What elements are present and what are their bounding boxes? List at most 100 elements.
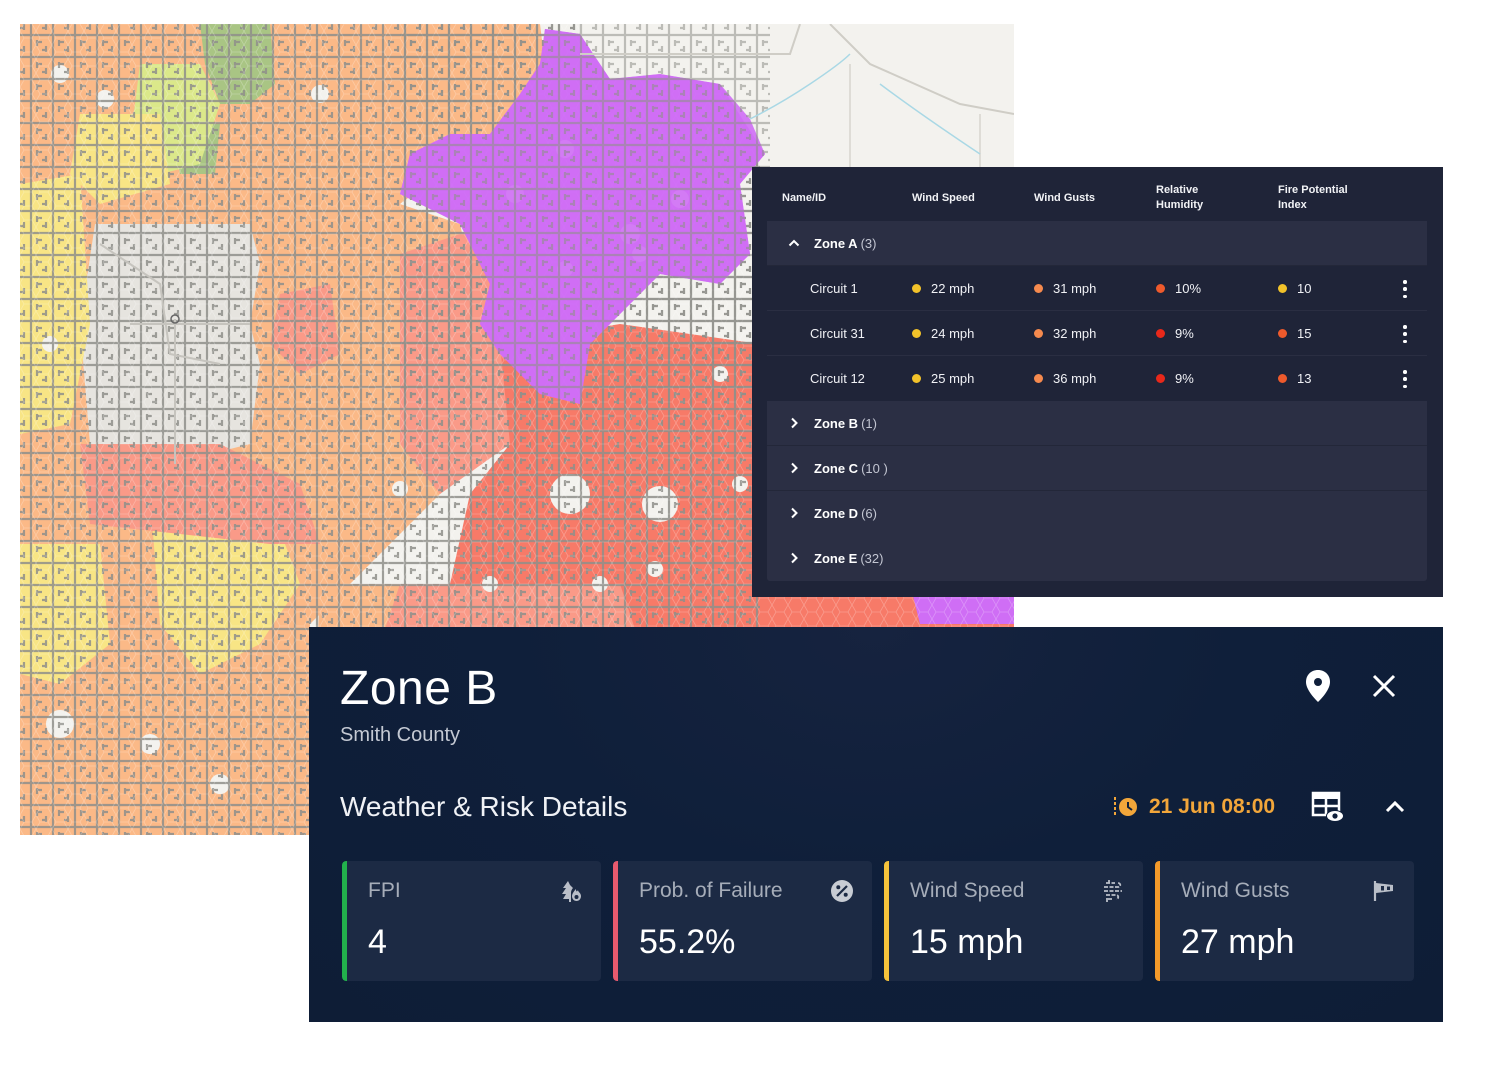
status-dot xyxy=(1034,284,1043,293)
humidity-value: 9% xyxy=(1175,371,1194,386)
zone-name: Zone E (32) xyxy=(814,551,883,566)
status-dot xyxy=(1156,284,1165,293)
fpi-cell: 10 xyxy=(1278,281,1311,296)
status-dot xyxy=(912,329,921,338)
table-row[interactable]: Circuit 1 22 mph 31 mph 10% 10 xyxy=(767,266,1427,311)
zone-group-row[interactable]: Zone C (10 ) xyxy=(767,446,1427,491)
forecast-clock-icon xyxy=(1114,797,1137,817)
column-header-relative-humidity[interactable]: Relative Humidity xyxy=(1156,183,1203,213)
metric-card-wind-gusts[interactable]: Wind Gusts 27 mph xyxy=(1155,861,1414,981)
zone-count: (3) xyxy=(860,236,877,251)
wind-gusts-value: 32 mph xyxy=(1053,326,1097,341)
card-accent xyxy=(1155,861,1160,981)
zone-name: Zone D (6) xyxy=(814,506,877,521)
wind-gusts-cell: 32 mph xyxy=(1034,326,1096,341)
zone-count: (1) xyxy=(861,416,877,431)
card-label: Wind Gusts xyxy=(1181,879,1290,902)
zone-label: Zone D xyxy=(814,506,859,521)
wind-speed-value: 25 mph xyxy=(931,371,975,386)
more-options-icon[interactable] xyxy=(1395,325,1415,343)
status-dot xyxy=(1034,329,1043,338)
card-accent xyxy=(613,861,618,981)
status-dot xyxy=(1278,329,1287,338)
zone-label: Zone A xyxy=(814,236,858,251)
close-icon[interactable] xyxy=(1371,673,1397,699)
card-label: FPI xyxy=(368,879,401,902)
table-row[interactable]: Circuit 31 24 mph 32 mph 9% 15 xyxy=(767,311,1427,356)
zone-name: Zone A (3) xyxy=(814,236,876,251)
column-header-name[interactable]: Name/ID xyxy=(782,192,827,204)
humidity-value: 10% xyxy=(1175,281,1202,296)
zone-label: Zone C xyxy=(814,461,859,476)
section-title: Weather & Risk Details xyxy=(340,791,628,822)
zone-label: Zone E xyxy=(814,551,858,566)
zone-subtitle: Smith County xyxy=(340,724,461,746)
table-body: Zone A (3) Circuit 1 22 mph 31 mph 10% 10… xyxy=(767,221,1427,581)
wind-gusts-cell: 36 mph xyxy=(1034,371,1096,386)
card-accent xyxy=(342,861,347,981)
windsock-icon xyxy=(1373,881,1393,901)
card-label: Wind Speed xyxy=(910,879,1025,902)
zone-group-row[interactable]: Zone D (6) xyxy=(767,491,1427,536)
column-header-fire-potential-index[interactable]: Fire Potential Index xyxy=(1278,183,1348,213)
table-eye-icon[interactable] xyxy=(1311,791,1345,823)
chevron-right-icon[interactable] xyxy=(787,506,801,520)
status-dot xyxy=(1278,284,1287,293)
zone-label: Zone B xyxy=(814,416,859,431)
chevron-right-icon[interactable] xyxy=(787,416,801,430)
fpi-cell: 13 xyxy=(1278,371,1311,386)
zone-group-row[interactable]: Zone B (1) xyxy=(767,401,1427,446)
chevron-up-icon[interactable] xyxy=(1383,797,1407,817)
metric-card-probability-of-failure[interactable]: Prob. of Failure 55.2% xyxy=(613,861,872,981)
circuit-name: Circuit 1 xyxy=(810,281,858,296)
column-header-wind-gusts[interactable]: Wind Gusts xyxy=(1034,192,1096,204)
card-value: 55.2% xyxy=(639,923,736,961)
zone-title: Zone B xyxy=(340,662,498,715)
wind-speed-cell: 24 mph xyxy=(912,326,974,341)
card-value: 15 mph xyxy=(910,923,1024,961)
wind-speed-cell: 22 mph xyxy=(912,281,974,296)
zone-name: Zone C (10 ) xyxy=(814,461,888,476)
zone-group-row[interactable]: Zone E (32) xyxy=(767,536,1427,581)
wind-gusts-value: 31 mph xyxy=(1053,281,1097,296)
humidity-value: 9% xyxy=(1175,326,1194,341)
chevron-right-icon[interactable] xyxy=(787,461,801,475)
chevron-right-icon[interactable] xyxy=(787,551,801,565)
zone-count: (6) xyxy=(861,506,877,521)
wind-icon xyxy=(1104,880,1122,902)
wind-speed-value: 22 mph xyxy=(931,281,975,296)
chevron-up-icon[interactable] xyxy=(787,236,801,250)
circuit-weather-table: Name/ID Wind Speed Wind Gusts Relative H… xyxy=(752,167,1443,597)
tree-fire-icon xyxy=(562,881,581,902)
forecast-timestamp[interactable]: 21 Jun 08:00 xyxy=(1113,795,1275,819)
zone-group-row[interactable]: Zone A (3) xyxy=(767,221,1427,266)
zone-count: (10 ) xyxy=(861,461,888,476)
humidity-cell: 9% xyxy=(1156,326,1194,341)
metric-card-wind-speed[interactable]: Wind Speed 15 mph xyxy=(884,861,1143,981)
column-header-label: Index xyxy=(1278,199,1307,211)
metric-cards: FPI 4 Prob. of Failure 55.2% Wind Speed xyxy=(342,861,1415,981)
column-header-label: Fire Potential xyxy=(1278,184,1348,196)
more-options-icon[interactable] xyxy=(1395,280,1415,298)
card-accent xyxy=(884,861,889,981)
card-value: 27 mph xyxy=(1181,923,1295,961)
fpi-value: 13 xyxy=(1297,371,1312,386)
map-pin-icon[interactable] xyxy=(1304,669,1332,703)
card-value: 4 xyxy=(368,923,387,961)
column-header-wind-speed[interactable]: Wind Speed xyxy=(912,192,975,204)
table-row[interactable]: Circuit 12 25 mph 36 mph 9% 13 xyxy=(767,356,1427,401)
more-options-icon[interactable] xyxy=(1395,370,1415,388)
percent-circle-icon xyxy=(831,880,853,902)
wind-gusts-cell: 31 mph xyxy=(1034,281,1096,296)
table-header: Name/ID Wind Speed Wind Gusts Relative H… xyxy=(752,167,1443,221)
timestamp-value: 21 Jun 08:00 xyxy=(1149,795,1276,818)
status-dot xyxy=(1278,374,1287,383)
status-dot xyxy=(912,374,921,383)
wind-speed-cell: 25 mph xyxy=(912,371,974,386)
circuit-name: Circuit 31 xyxy=(810,326,865,341)
zone-name: Zone B (1) xyxy=(814,416,877,431)
metric-card-fpi[interactable]: FPI 4 xyxy=(342,861,601,981)
circuit-name: Circuit 12 xyxy=(810,371,865,386)
zone-detail-panel: Zone B Smith County Weather & Risk Detai… xyxy=(309,627,1443,1022)
humidity-cell: 9% xyxy=(1156,371,1194,386)
